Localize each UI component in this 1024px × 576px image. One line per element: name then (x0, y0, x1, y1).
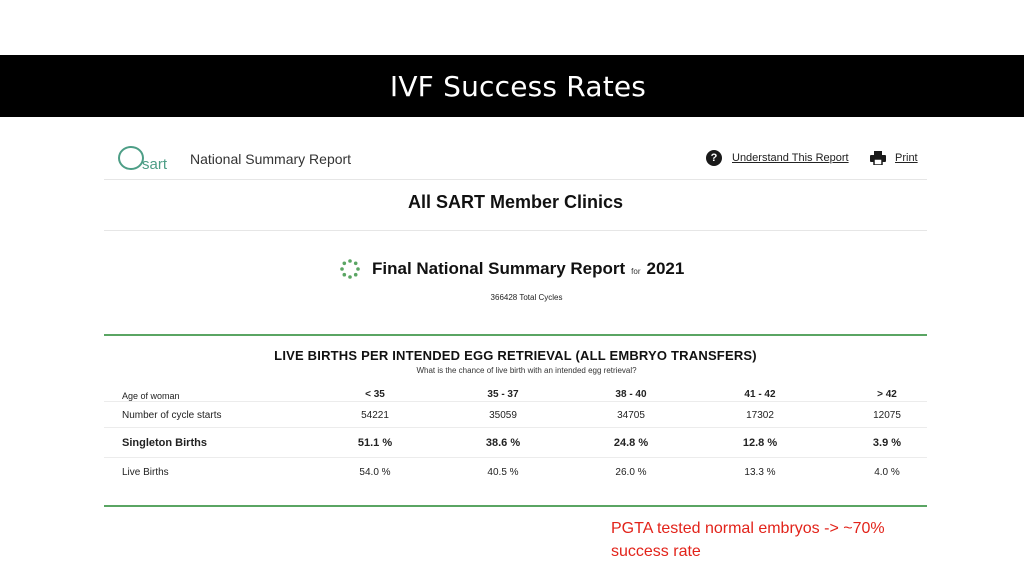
question-circle-icon[interactable]: ? (706, 150, 722, 166)
table-cell: 34705 (617, 410, 645, 421)
table-cell: 12.8 % (742, 437, 778, 449)
table-row-singleton-births: Singleton Births 51.1 % 38.6 % 24.8 % 12… (104, 428, 927, 458)
report-screenshot: sart National Summary Report ? Understan… (104, 134, 927, 510)
table-cell: 17302 (746, 410, 774, 421)
row-label: Number of cycle starts (122, 410, 222, 421)
age-header-label: Age of woman (122, 391, 180, 401)
column-header: 38 - 40 (615, 389, 647, 400)
table-row-cycle-starts: Number of cycle starts 54221 35059 34705… (104, 402, 927, 428)
final-report-for: for (631, 267, 641, 276)
table-cell: 3.9 % (872, 437, 902, 449)
table-top-rule (104, 334, 927, 336)
table-cell: 13.3 % (744, 467, 776, 478)
table-row-live-births: Live Births 54.0 % 40.5 % 26.0 % 13.3 % … (104, 458, 927, 488)
pgta-note: PGTA tested normal embryos -> ~70% succe… (611, 520, 885, 560)
column-header: < 35 (365, 389, 385, 400)
table-cell: 4.0 % (874, 467, 900, 478)
section-divider (104, 230, 927, 231)
table-cell: 54221 (361, 410, 389, 421)
table-cell: 12075 (873, 410, 901, 421)
understand-report-link[interactable]: Understand This Report (732, 152, 849, 164)
table-cell: 35059 (489, 410, 517, 421)
table-cell: 54.0 % (359, 467, 391, 478)
print-link[interactable]: Print (895, 152, 918, 164)
table-cell: 24.8 % (613, 437, 649, 449)
table-subtitle: What is the chance of live birth with an… (416, 366, 637, 375)
slide-title: IVF Success Rates (389, 69, 647, 103)
table-title: LIVE BIRTHS PER INTENDED EGG RETRIEVAL (… (274, 348, 757, 363)
table-cell: 38.6 % (485, 437, 521, 449)
loading-spinner-icon (340, 259, 360, 279)
final-report-year: 2021 (646, 259, 685, 278)
clinics-title: All SART Member Clinics (407, 192, 624, 212)
live-births-table: Age of woman < 35 35 - 37 38 - 40 41 - 4… (104, 382, 927, 488)
sart-logo-text: sart (142, 156, 168, 173)
printer-icon[interactable] (870, 151, 886, 165)
row-label: Live Births (122, 467, 169, 478)
table-cell: 26.0 % (615, 467, 647, 478)
sart-logo-ring (118, 146, 144, 170)
column-header: 41 - 42 (744, 389, 776, 400)
column-header: 35 - 37 (487, 389, 519, 400)
table-bottom-rule (104, 505, 927, 507)
total-cycles: 366428 Total Cycles (490, 293, 563, 302)
sart-logo[interactable]: sart (118, 144, 176, 174)
table-header-row: Age of woman < 35 35 - 37 38 - 40 41 - 4… (104, 382, 927, 402)
final-report-heading: Final National Summary Report for 2021 (340, 258, 684, 280)
report-header: sart National Summary Report ? Understan… (104, 134, 927, 180)
row-label: Singleton Births (122, 437, 207, 449)
report-label: National Summary Report (190, 151, 352, 167)
table-cell: 51.1 % (357, 437, 393, 449)
column-header: > 42 (877, 389, 897, 400)
slide-title-bar: IVF Success Rates (0, 55, 1024, 117)
final-report-title: Final National Summary Report (372, 259, 626, 278)
table-cell: 40.5 % (487, 467, 519, 478)
